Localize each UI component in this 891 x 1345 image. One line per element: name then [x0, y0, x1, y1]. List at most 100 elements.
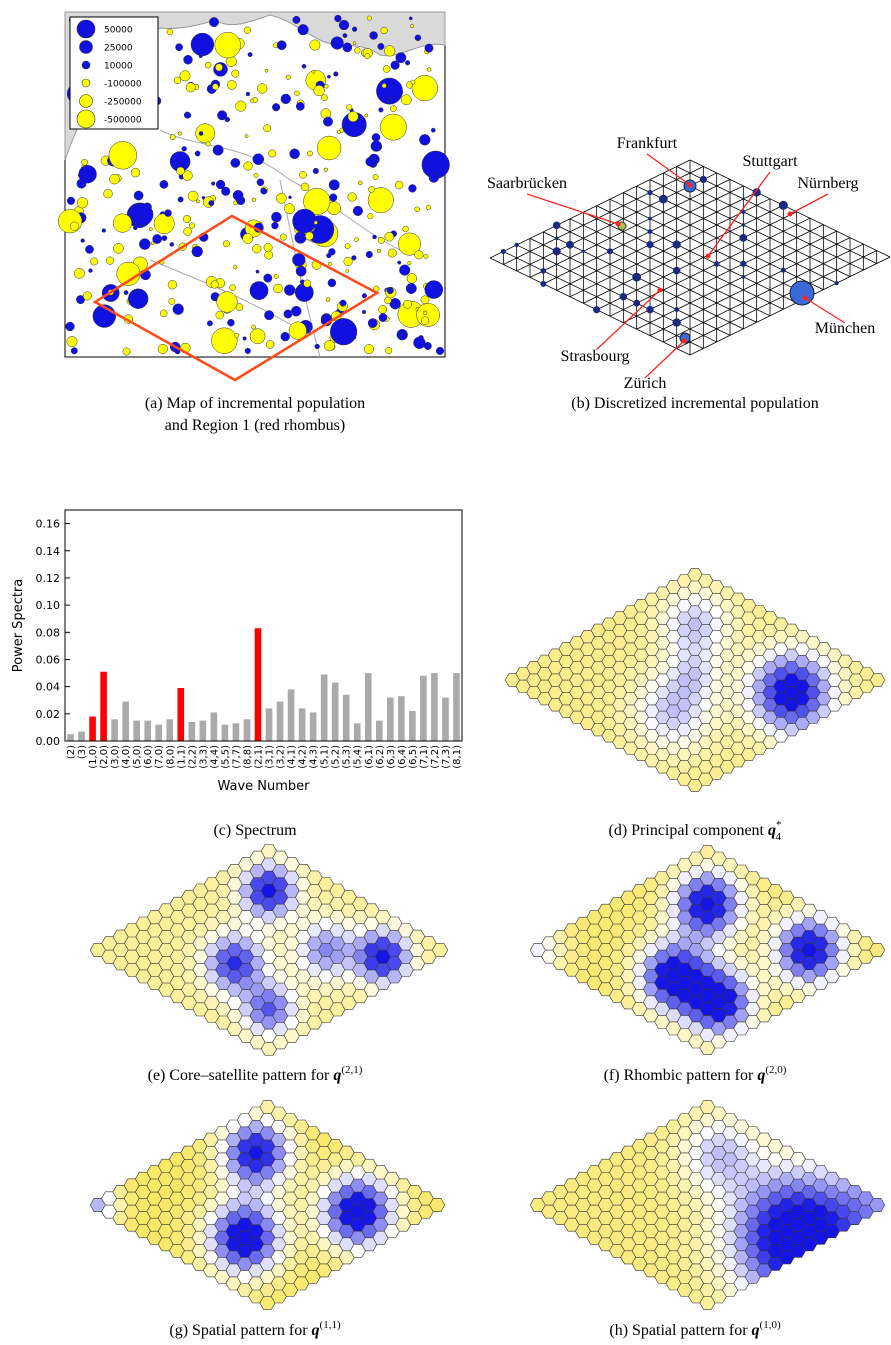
- bar: [189, 722, 196, 741]
- x-tick-label: (5,0): [132, 745, 143, 769]
- population-circle: [196, 124, 215, 143]
- population-circle: [321, 95, 327, 101]
- population-circle: [212, 84, 218, 90]
- city-label: Frankfurt: [617, 135, 678, 152]
- population-circle: [274, 284, 283, 293]
- node-dot: [566, 241, 574, 249]
- population-circle: [365, 53, 370, 58]
- caption: (f) Rhombic pattern for q(2,0): [604, 1064, 787, 1084]
- legend-marker: [77, 110, 95, 128]
- population-circle: [339, 20, 349, 30]
- population-circle: [310, 40, 320, 50]
- grid-line: [610, 218, 810, 316]
- population-circle: [154, 214, 174, 234]
- population-circle: [284, 204, 294, 214]
- population-circle: [67, 197, 75, 205]
- node-dot: [620, 293, 627, 300]
- population-circle: [354, 48, 360, 54]
- population-circle: [419, 134, 430, 145]
- population-circle: [264, 311, 273, 320]
- population-circle: [170, 242, 174, 246]
- y-tick-label: 0.02: [36, 708, 61, 721]
- node-dot: [714, 261, 720, 267]
- population-circle: [345, 244, 350, 249]
- population-circle: [405, 61, 410, 66]
- population-circle: [401, 95, 411, 105]
- population-circle: [244, 162, 253, 171]
- population-circle: [124, 291, 128, 295]
- population-circle: [427, 67, 431, 71]
- population-circle: [358, 181, 362, 185]
- population-circle: [176, 44, 183, 51]
- population-circle: [113, 214, 132, 233]
- x-tick-label: (6,2): [375, 745, 386, 769]
- node-dot: [700, 176, 707, 183]
- population-circle: [330, 318, 357, 345]
- y-tick-label: 0.14: [36, 545, 61, 558]
- population-circle: [215, 32, 241, 58]
- bar: [255, 628, 262, 741]
- population-circle: [231, 158, 240, 167]
- caption: (a) Map of incremental population: [145, 395, 365, 412]
- bar: [288, 689, 295, 741]
- bar: [310, 712, 317, 741]
- bar: [144, 721, 151, 741]
- city-label: Saarbrücken: [487, 175, 567, 192]
- population-circle: [184, 228, 192, 236]
- node-dot: [607, 248, 613, 254]
- population-circle: [293, 209, 317, 233]
- bar: [431, 673, 438, 741]
- node-dot: [835, 281, 839, 285]
- caption: (h) Spatial pattern for q(1,0): [609, 1319, 781, 1339]
- caption: (d) Principal component q*4: [608, 819, 781, 843]
- population-circle: [66, 322, 75, 331]
- population-circle: [326, 298, 330, 302]
- x-tick-label: (5,4): [353, 745, 364, 769]
- population-circle: [216, 311, 224, 319]
- population-circle: [205, 62, 211, 68]
- population-circle: [337, 130, 340, 133]
- grid-line: [597, 212, 797, 310]
- population-circle: [248, 52, 252, 56]
- x-tick-label: (6,1): [364, 745, 375, 769]
- node-dot: [647, 190, 652, 195]
- bar: [122, 702, 129, 741]
- population-circle: [379, 314, 387, 322]
- population-circle: [334, 72, 339, 77]
- population-circle: [340, 300, 346, 306]
- population-circle: [373, 174, 378, 179]
- bar: [78, 731, 85, 741]
- x-tick-label: (5,3): [342, 745, 353, 769]
- x-tick-label: (8,0): [165, 745, 176, 769]
- x-tick-label: (4,1): [287, 745, 298, 769]
- grid-line: [623, 225, 823, 323]
- pattern-h: [530, 1100, 885, 1309]
- hex-cell: [870, 674, 885, 687]
- x-tick-label: (1,0): [88, 745, 99, 769]
- population-circle: [264, 243, 272, 251]
- population-circle: [284, 310, 292, 318]
- x-tick-label: (8,1): [452, 745, 463, 769]
- population-circle: [424, 254, 428, 258]
- node-dot: [674, 307, 679, 312]
- x-tick-label: (4,4): [209, 745, 220, 769]
- population-circle: [211, 281, 219, 289]
- population-circle: [403, 300, 411, 308]
- population-circle: [329, 180, 339, 190]
- population-circle: [378, 43, 384, 49]
- node-dot: [741, 275, 745, 279]
- population-circle: [209, 200, 214, 205]
- node-dot: [740, 261, 746, 267]
- bar: [376, 721, 383, 741]
- bar: [111, 719, 118, 741]
- population-circle: [295, 91, 300, 96]
- x-tick-label: (4,0): [121, 745, 132, 769]
- population-circle: [362, 293, 367, 298]
- population-circle: [243, 337, 247, 341]
- bar: [89, 717, 96, 741]
- population-circle: [327, 253, 332, 258]
- node-dot: [779, 201, 788, 210]
- population-circle: [425, 281, 443, 299]
- population-circle: [289, 196, 292, 199]
- population-circle: [286, 75, 291, 80]
